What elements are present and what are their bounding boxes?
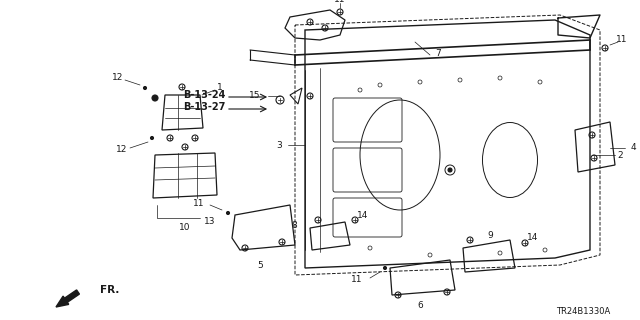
- Text: 5: 5: [257, 260, 263, 269]
- Text: 7: 7: [435, 49, 441, 58]
- Text: B-13-27: B-13-27: [182, 102, 225, 112]
- Circle shape: [383, 267, 387, 269]
- Circle shape: [227, 212, 230, 214]
- Text: 9: 9: [487, 230, 493, 239]
- Text: FR.: FR.: [100, 285, 120, 295]
- FancyArrow shape: [56, 290, 79, 307]
- Text: 14: 14: [527, 233, 539, 242]
- Circle shape: [152, 95, 158, 101]
- Text: 12: 12: [116, 146, 128, 155]
- Text: 13: 13: [204, 217, 216, 226]
- Text: 2: 2: [617, 150, 623, 159]
- Text: 14: 14: [357, 211, 369, 220]
- Text: TR24B1330A: TR24B1330A: [556, 308, 610, 316]
- Text: 4: 4: [630, 143, 636, 153]
- Text: 10: 10: [179, 223, 191, 233]
- Text: 3: 3: [276, 140, 282, 149]
- Text: 11: 11: [193, 198, 204, 207]
- Text: 11: 11: [334, 0, 346, 4]
- Text: 8: 8: [291, 220, 297, 229]
- Text: 11: 11: [616, 36, 628, 44]
- Text: 1: 1: [217, 84, 223, 92]
- Circle shape: [143, 86, 147, 90]
- Text: 11: 11: [351, 276, 362, 284]
- Circle shape: [448, 168, 452, 172]
- Text: 15: 15: [248, 92, 260, 100]
- Text: 12: 12: [112, 74, 124, 83]
- Circle shape: [150, 137, 154, 140]
- Text: B-13-24: B-13-24: [182, 90, 225, 100]
- Text: 6: 6: [417, 300, 423, 309]
